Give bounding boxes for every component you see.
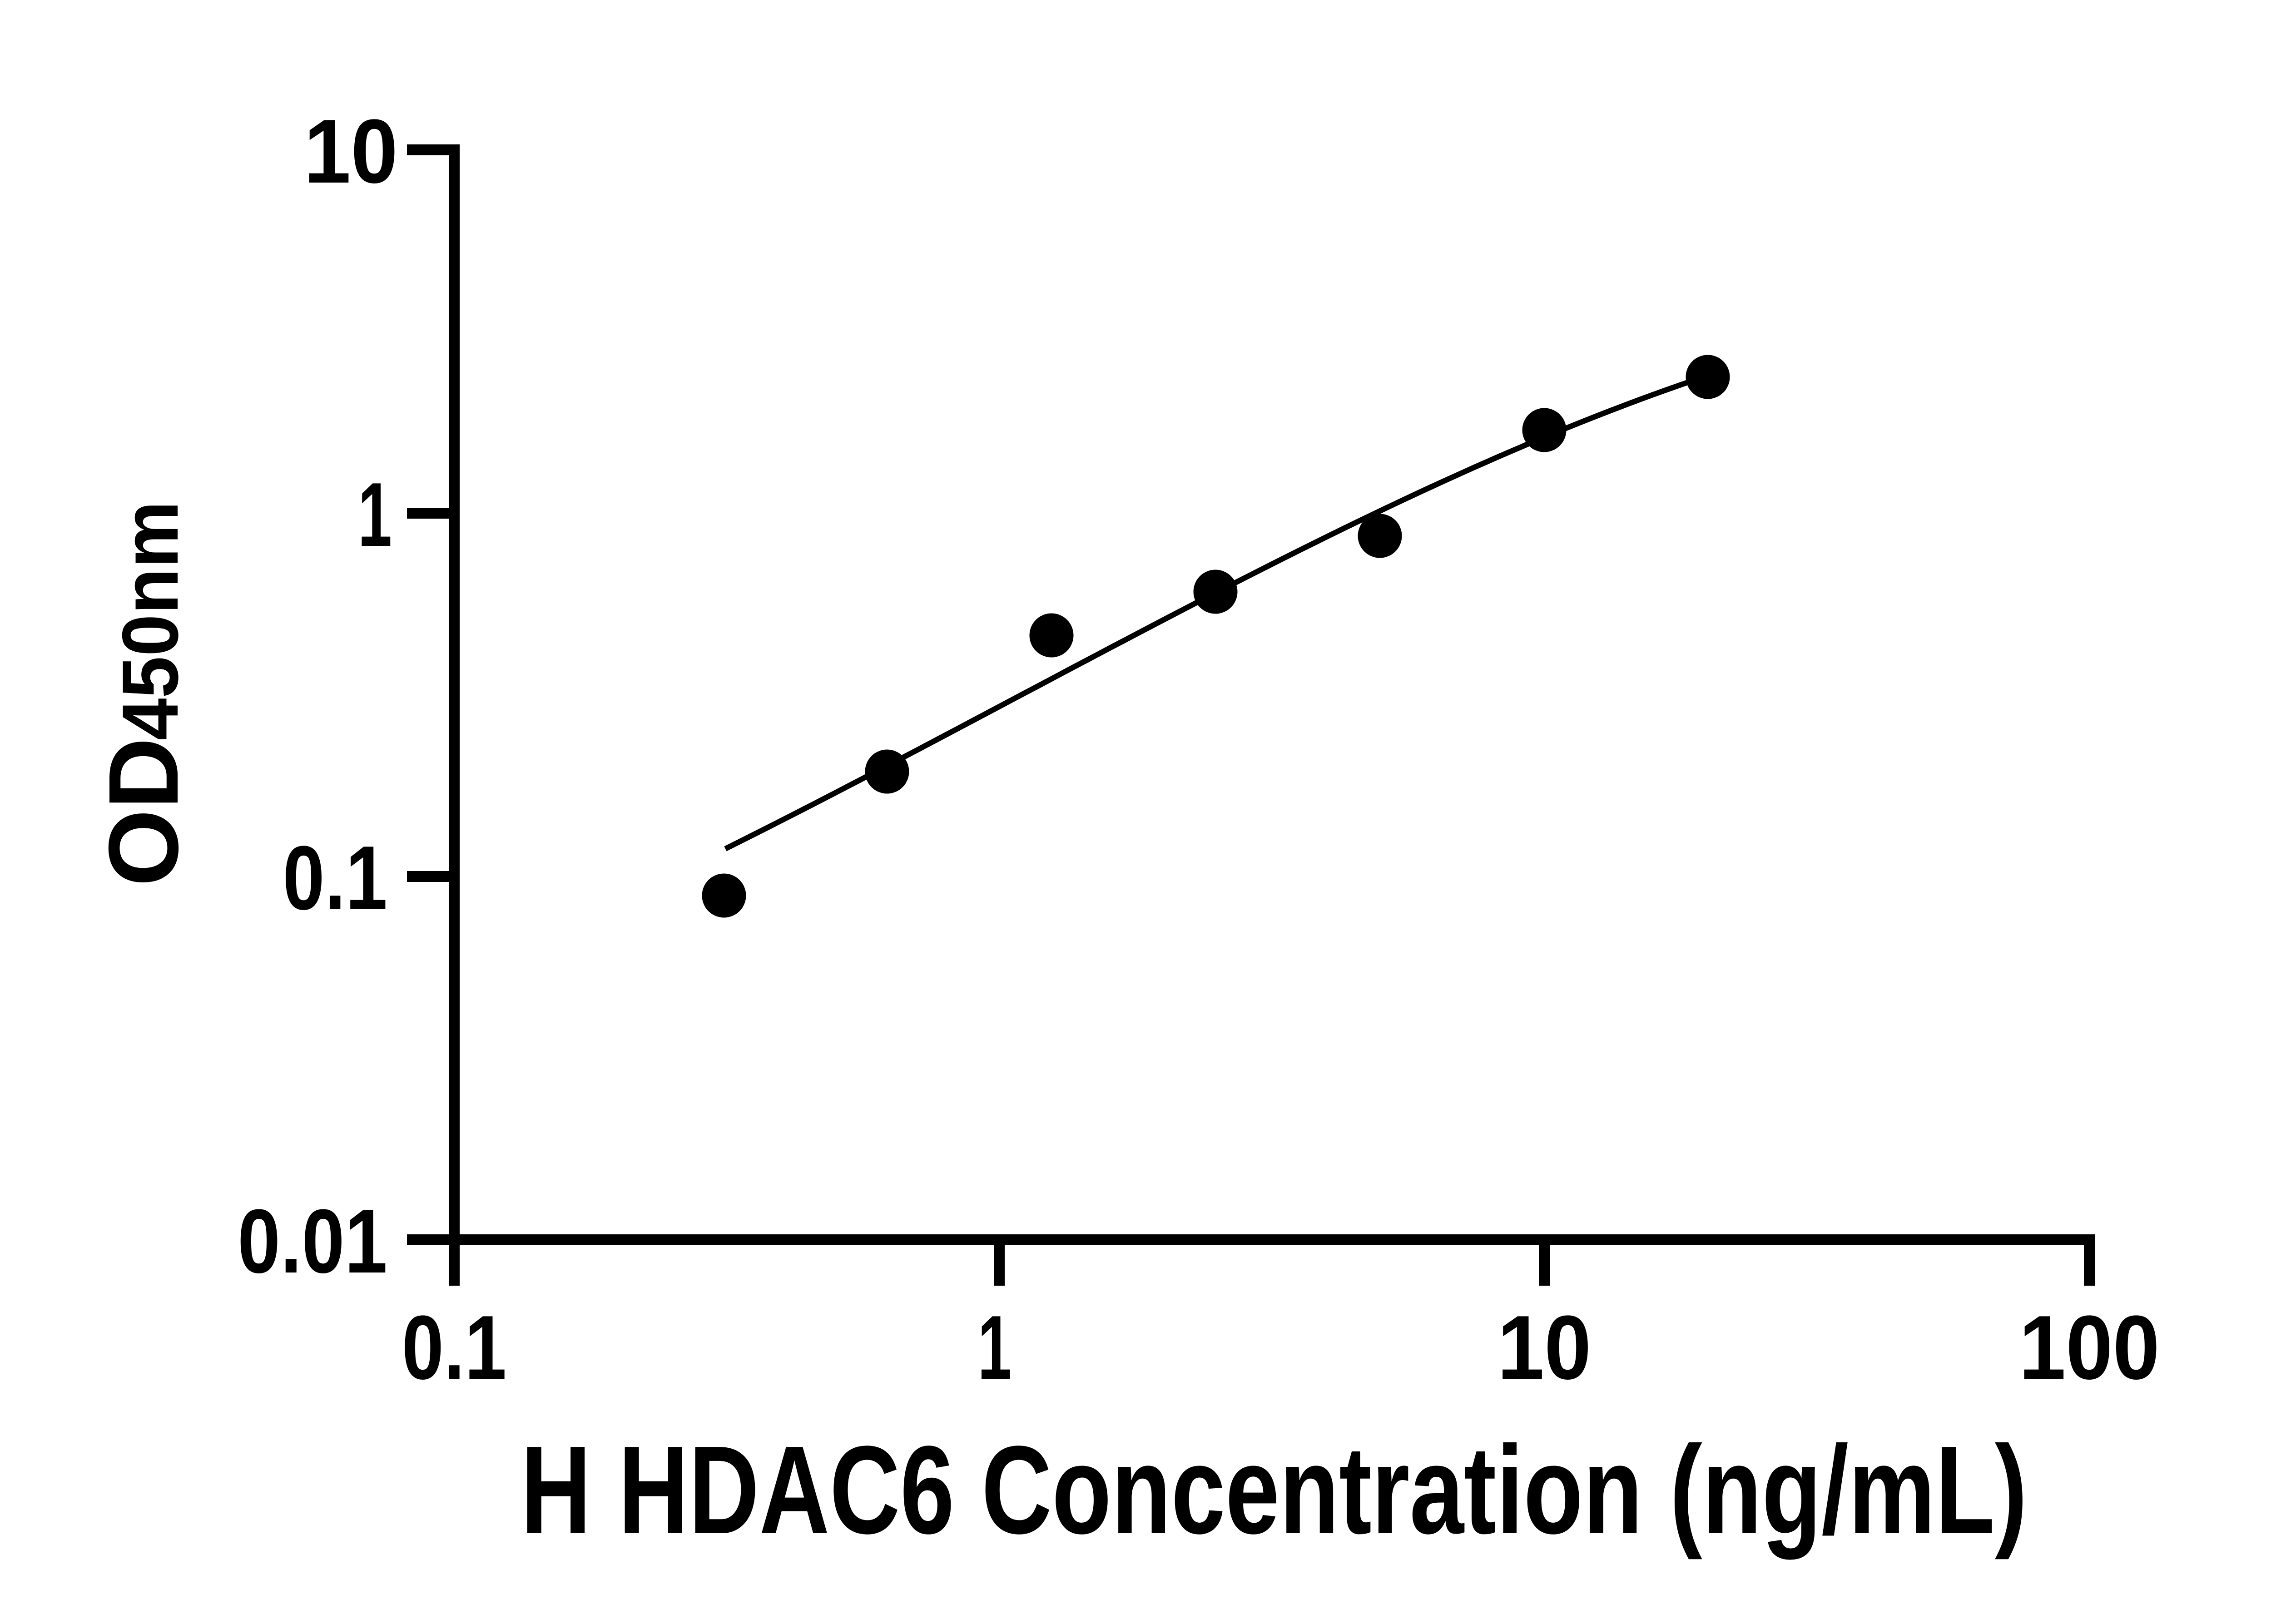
svg-text:H HDAC6 Concentration (ng/mL): H HDAC6 Concentration (ng/mL) bbox=[521, 1420, 2028, 1560]
svg-text:100: 100 bbox=[2019, 1297, 2160, 1398]
svg-text:1: 1 bbox=[978, 1297, 1012, 1398]
svg-text:10: 10 bbox=[304, 101, 398, 202]
svg-text:0.01: 0.01 bbox=[238, 1191, 387, 1292]
svg-text:450nm: 450nm bbox=[106, 501, 195, 740]
svg-text:OD: OD bbox=[89, 738, 199, 886]
svg-text:1: 1 bbox=[358, 464, 392, 565]
svg-text:0.1: 0.1 bbox=[402, 1297, 507, 1398]
svg-text:0.1: 0.1 bbox=[283, 827, 388, 929]
svg-text:10: 10 bbox=[1497, 1297, 1592, 1398]
